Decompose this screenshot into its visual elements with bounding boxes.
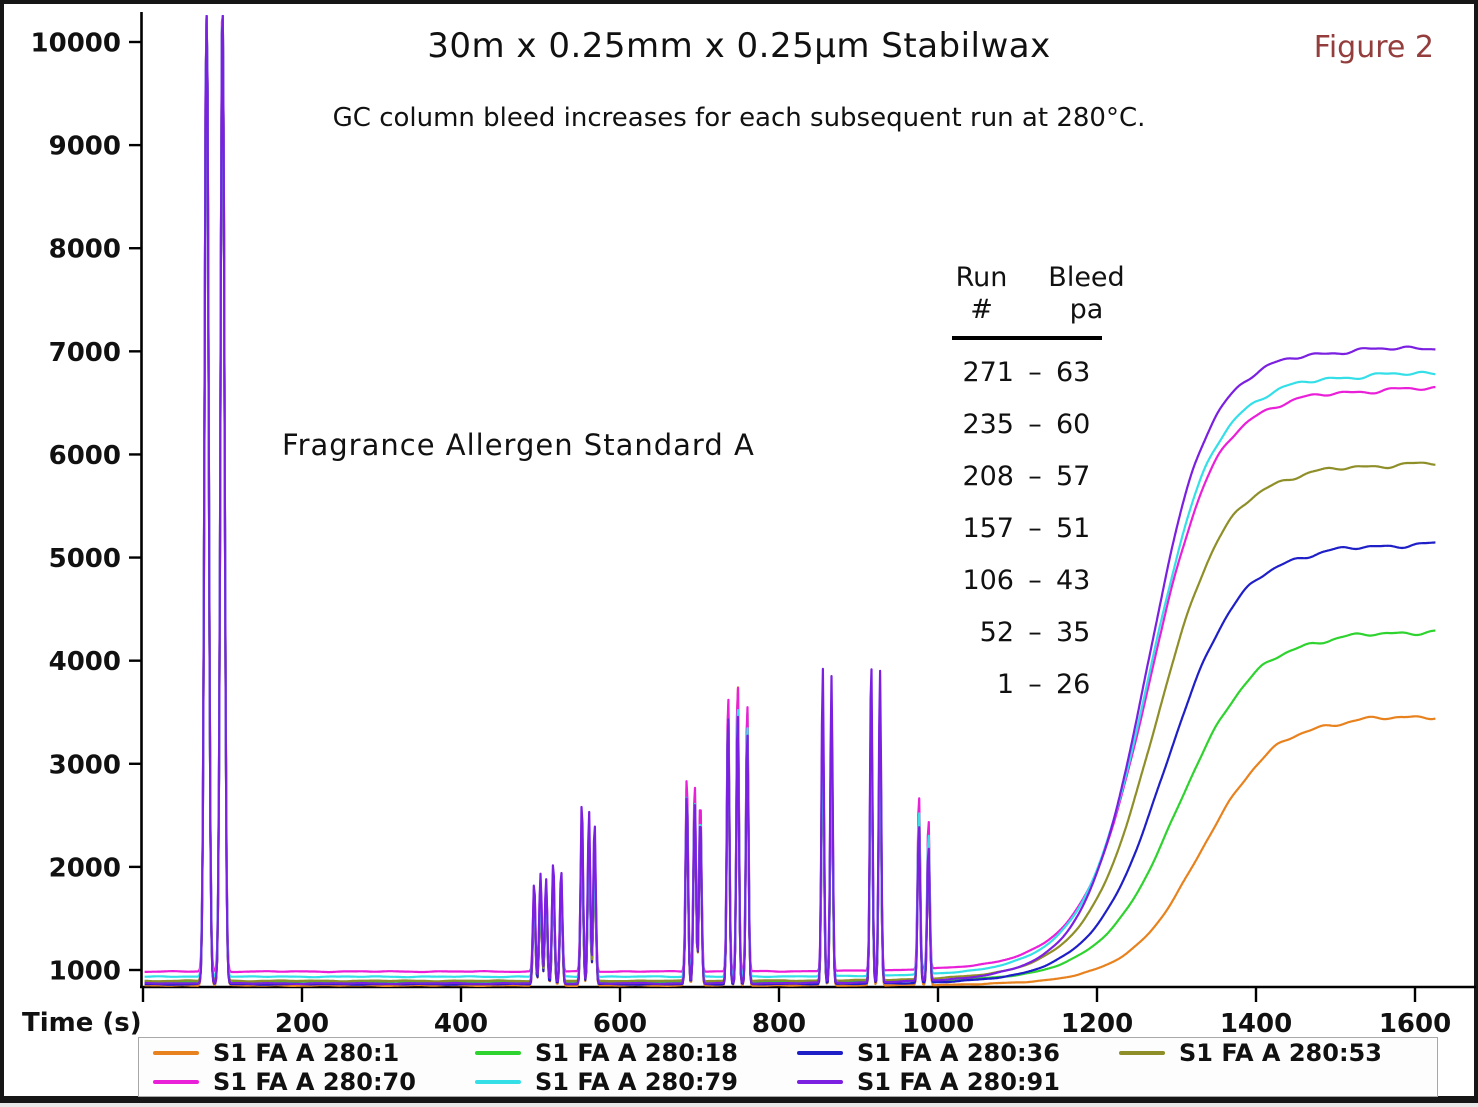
series-lines xyxy=(144,15,1436,987)
y-tick-label: 2000 xyxy=(49,853,121,883)
sample-annotation: Fragrance Allergen Standard A xyxy=(282,428,755,462)
legend-swatch xyxy=(475,1079,521,1084)
legend-label: S1 FA A 280:1 xyxy=(213,1038,400,1067)
bleed-table-row: 1–26 xyxy=(934,658,1144,710)
legend-item: S1 FA A 280:53 xyxy=(1115,1039,1437,1067)
legend-label: S1 FA A 280:79 xyxy=(535,1067,738,1096)
bleed-value: 43 xyxy=(1056,564,1091,596)
bleed-table-row: 271–63 xyxy=(934,346,1144,398)
bleed-table-header: Run # Bleed pa xyxy=(934,262,1144,326)
y-tick-label: 7000 xyxy=(49,338,121,368)
chromatogram-plot: 1000 2000 3000 4000 5000 6000 7000 8000 9000 1000… xyxy=(31,12,1476,1039)
legend: S1 FA A 280:1 S1 FA A 280:18 S1 FA A 280:3… xyxy=(138,1037,1438,1097)
bleed-table-row: 235–60 xyxy=(934,398,1144,450)
run-number: 106 xyxy=(962,564,1014,596)
bleed-table-header-bleed: Bleed pa xyxy=(1029,262,1144,326)
bleed-table-header-run: Run # xyxy=(934,262,1029,326)
legend-swatch xyxy=(797,1050,843,1055)
bleed-table-row: 52–35 xyxy=(934,606,1144,658)
legend-item: S1 FA A 280:70 xyxy=(149,1068,471,1096)
bleed-table-rule xyxy=(952,336,1102,340)
series-line-r36 xyxy=(144,15,1436,986)
bleed-table-row: 157–51 xyxy=(934,502,1144,554)
axes: 1000 2000 3000 4000 5000 6000 7000 8000 9000 1000… xyxy=(31,12,1476,1039)
bleed-header-line2: pa xyxy=(1069,294,1104,325)
series-line-r18 xyxy=(144,15,1436,984)
x-tick-label: 1000 xyxy=(902,1009,974,1039)
y-tick-label: 9000 xyxy=(49,132,121,162)
legend-swatch xyxy=(797,1079,843,1084)
y-tick-label: 5000 xyxy=(49,544,121,574)
dash: – xyxy=(1028,564,1042,596)
legend-label: S1 FA A 280:53 xyxy=(1179,1038,1382,1067)
legend-item: S1 FA A 280:79 xyxy=(471,1068,793,1096)
bleed-table-row: 208–57 xyxy=(934,450,1144,502)
run-number: 235 xyxy=(962,408,1014,440)
legend-swatch xyxy=(153,1079,199,1084)
legend-item: S1 FA A 280:36 xyxy=(793,1039,1115,1067)
figure-label: Figure 2 xyxy=(1313,30,1434,65)
bleed-value: 35 xyxy=(1056,616,1091,648)
dash: – xyxy=(1028,408,1042,440)
bleed-value: 57 xyxy=(1056,460,1091,492)
legend-label: S1 FA A 280:91 xyxy=(857,1067,1060,1096)
series-line-r91 xyxy=(144,15,1436,986)
run-number: 208 xyxy=(962,460,1014,492)
series-line-r70 xyxy=(144,15,1436,974)
x-tick-label: 800 xyxy=(752,1009,806,1039)
dash: – xyxy=(1028,616,1042,648)
x-tick-label: 1200 xyxy=(1061,1009,1133,1039)
run-header-line1: Run xyxy=(955,262,1008,293)
series-line-r1 xyxy=(144,15,1436,987)
run-number: 52 xyxy=(979,616,1014,648)
y-tick-label: 6000 xyxy=(49,441,121,471)
run-number: 1 xyxy=(996,668,1014,700)
legend-swatch xyxy=(153,1050,199,1055)
y-tick-label: 1000 xyxy=(49,957,121,987)
bleed-table: Run # Bleed pa 271–63 235–60 208–57 157–51 1… xyxy=(934,262,1144,710)
bleed-value: 63 xyxy=(1056,356,1091,388)
legend-item: S1 FA A 280:1 xyxy=(149,1039,471,1067)
x-tick-label: 600 xyxy=(593,1009,647,1039)
y-tick-label: 3000 xyxy=(49,750,121,780)
x-tick-label: 200 xyxy=(275,1009,329,1039)
bleed-value: 60 xyxy=(1056,408,1091,440)
dash: – xyxy=(1028,356,1042,388)
x-tick-label: 1400 xyxy=(1220,1009,1292,1039)
x-axis-title: Time (s) xyxy=(22,1008,142,1038)
legend-label: S1 FA A 280:70 xyxy=(213,1067,416,1096)
run-number: 157 xyxy=(962,512,1014,544)
x-tick-label: 400 xyxy=(434,1009,488,1039)
bleed-table-row: 106–43 xyxy=(934,554,1144,606)
y-tick-label: 8000 xyxy=(49,235,121,265)
run-header-line2: # xyxy=(970,294,993,325)
chart-title: 30m x 0.25mm x 0.25µm Stabilwax xyxy=(427,26,1051,66)
dash: – xyxy=(1028,460,1042,492)
bleed-value: 51 xyxy=(1056,512,1091,544)
legend-item: S1 FA A 280:91 xyxy=(793,1068,1115,1096)
run-number: 271 xyxy=(962,356,1014,388)
y-tick-label: 4000 xyxy=(49,647,121,677)
dash: – xyxy=(1028,512,1042,544)
series-line-r79 xyxy=(144,15,1436,979)
dash: – xyxy=(1028,668,1042,700)
bleed-value: 26 xyxy=(1056,668,1091,700)
legend-item: S1 FA A 280:18 xyxy=(471,1039,793,1067)
chart-subtitle: GC column bleed increases for each subse… xyxy=(332,103,1146,133)
bleed-header-line1: Bleed xyxy=(1048,262,1125,293)
legend-label: S1 FA A 280:36 xyxy=(857,1038,1060,1067)
legend-swatch xyxy=(475,1050,521,1055)
x-tick-label: 1600 xyxy=(1379,1009,1451,1039)
legend-swatch xyxy=(1119,1050,1165,1055)
series-line-r53 xyxy=(144,15,1436,983)
legend-label: S1 FA A 280:18 xyxy=(535,1038,738,1067)
y-tick-label: 10000 xyxy=(31,29,121,59)
